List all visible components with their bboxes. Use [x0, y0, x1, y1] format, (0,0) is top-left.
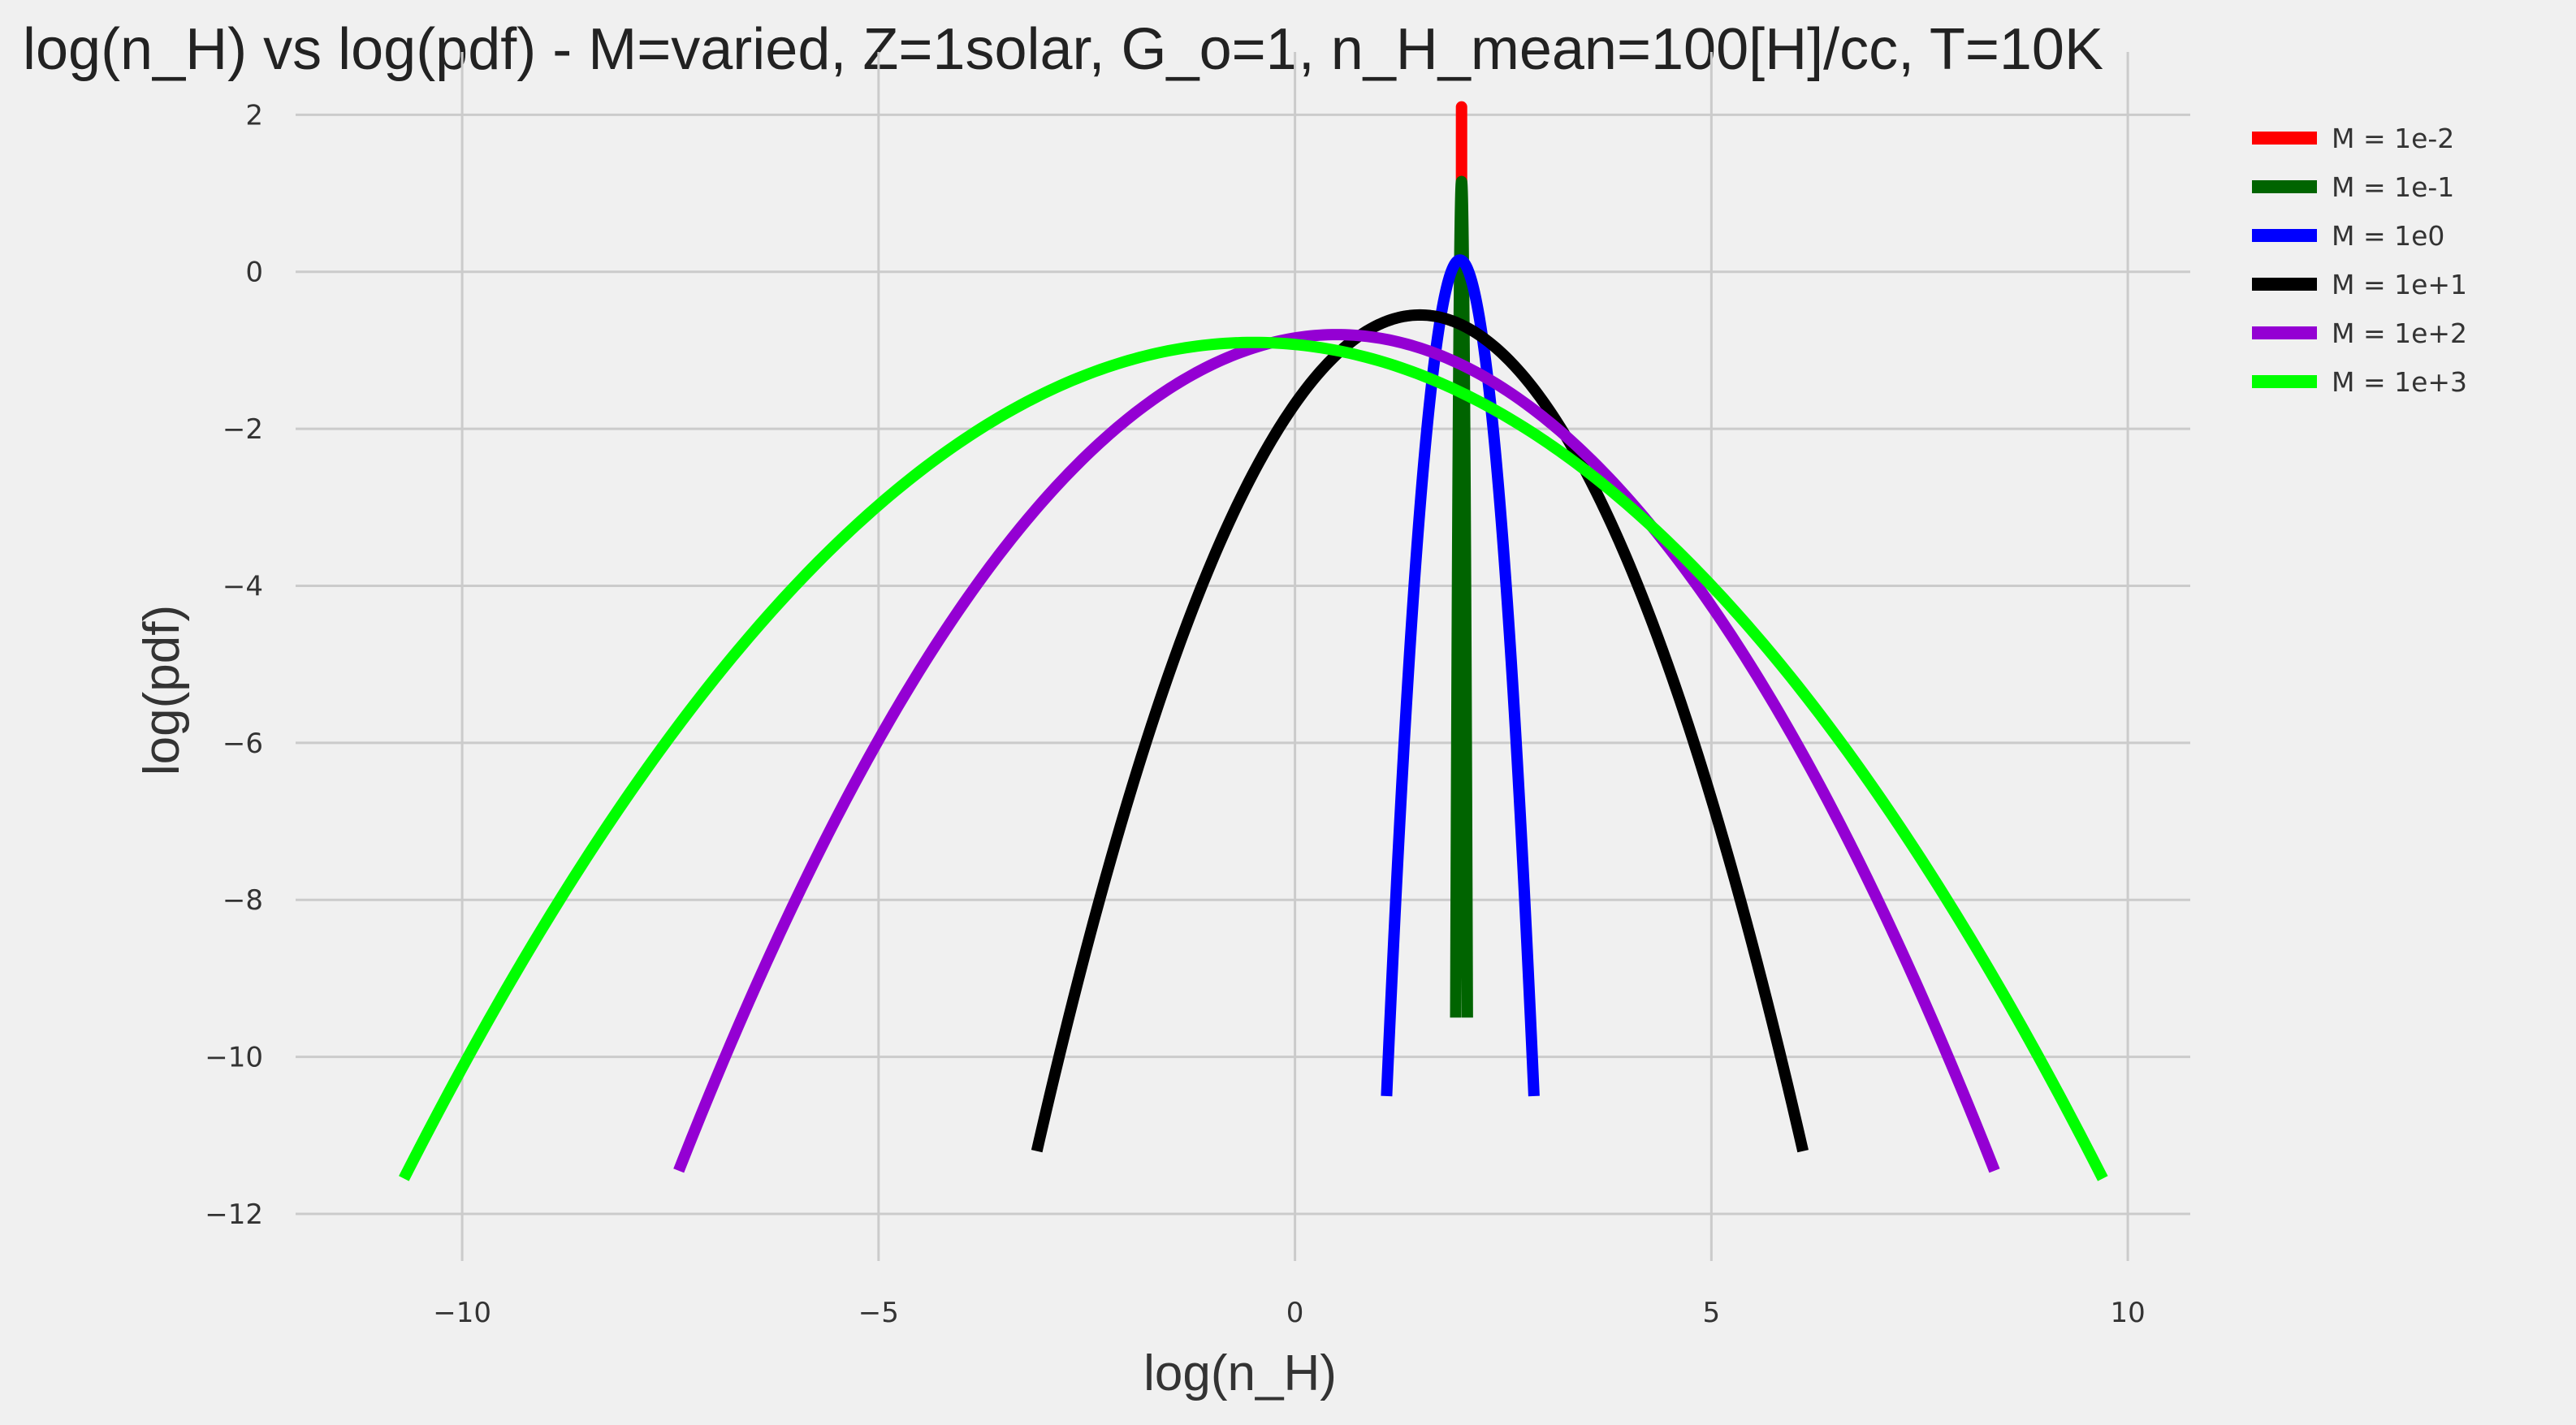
y-axis-label: log(pdf): [134, 605, 190, 775]
series-line-m-1e-1: [1031, 309, 1809, 1153]
series-line-m-1e-1: [1450, 175, 1473, 1018]
y-tick-labels: 2 0 −2 −4 −6 −8 −10 −12: [205, 99, 263, 1231]
legend-entry: M = 1e-2: [2332, 123, 2454, 154]
y-grid-lines: [296, 113, 2190, 1216]
series-line-m-1e-2: [673, 329, 2000, 1173]
legend: M = 1e-2 M = 1e-1 M = 1e0 M = 1e+1 M = 1e+2 M…: [2252, 123, 2467, 398]
x-axis-label: log(n_H): [1143, 1345, 1337, 1401]
legend-entry: M = 1e+2: [2332, 317, 2467, 349]
series-line-m-1e-3: [399, 336, 2108, 1181]
x-tick-label: −5: [858, 1297, 899, 1329]
legend-entry: M = 1e0: [2332, 220, 2444, 252]
y-tick-label: −10: [205, 1042, 263, 1074]
y-tick-label: −2: [223, 413, 263, 446]
series-line-m-1e0: [1381, 254, 1540, 1097]
chart-title: log(n_H) vs log(pdf) - M=varied, Z=1sola…: [23, 17, 2103, 82]
x-tick-label: −10: [433, 1297, 491, 1329]
legend-entry: M = 1e-1: [2332, 171, 2454, 203]
x-tick-labels: −10 −5 0 5 10: [433, 1297, 2146, 1329]
y-tick-label: −6: [223, 728, 263, 760]
legend-entry: M = 1e+1: [2332, 269, 2467, 300]
x-tick-label: 5: [1703, 1297, 1721, 1329]
y-tick-label: −4: [223, 570, 263, 602]
x-tick-label: 0: [1286, 1297, 1304, 1329]
y-tick-label: 2: [245, 99, 263, 132]
legend-entry: M = 1e+3: [2332, 366, 2467, 398]
series-lines: [399, 101, 2108, 1181]
y-tick-label: −8: [223, 884, 263, 917]
x-tick-label: 10: [2110, 1297, 2145, 1329]
y-tick-label: 0: [245, 257, 263, 289]
y-tick-label: −12: [205, 1198, 263, 1231]
